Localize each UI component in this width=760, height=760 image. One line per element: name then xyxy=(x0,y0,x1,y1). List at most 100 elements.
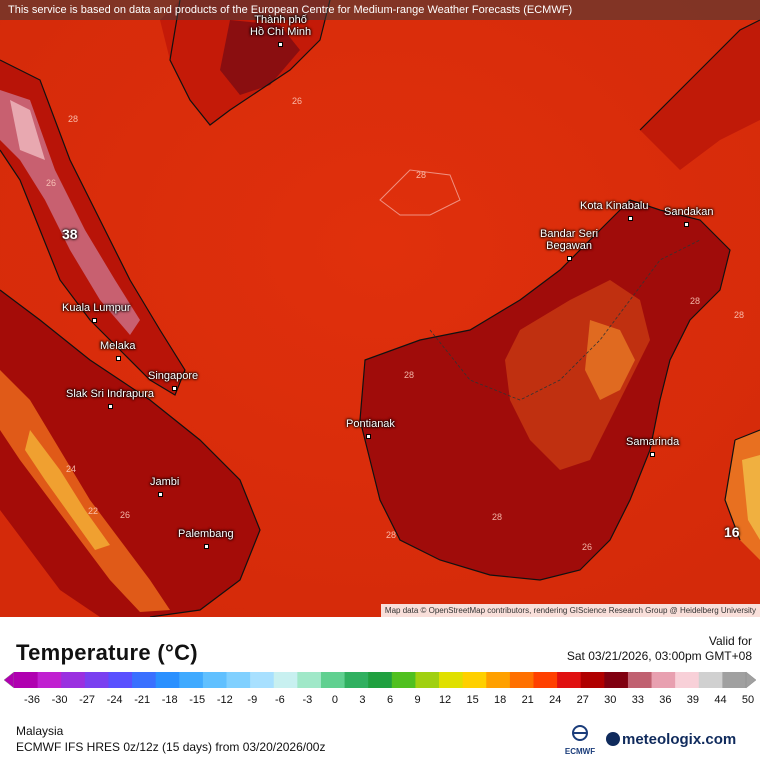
city-samarinda[interactable]: Samarinda xyxy=(626,436,679,460)
city-melaka[interactable]: Melaka xyxy=(100,340,135,364)
scale-tick-label: 21 xyxy=(521,694,534,706)
scale-tick-label: 50 xyxy=(741,694,755,706)
scale-arrow-left xyxy=(3,671,15,689)
region-name: Malaysia xyxy=(16,724,64,738)
scale-tick-label: -30 xyxy=(51,694,68,706)
scale-segment xyxy=(132,672,157,688)
city-kota-kinabalu[interactable]: Kota Kinabalu xyxy=(580,200,649,224)
borders xyxy=(429,239,701,401)
model-info: ECMWF IFS HRES 0z/12z (15 days) from 03/… xyxy=(16,740,326,754)
isotherm-label: 28 xyxy=(690,296,701,306)
scale-arrow-right xyxy=(745,671,757,689)
isotherm-label: 28 xyxy=(404,370,415,380)
scale-segment xyxy=(179,672,204,688)
city-label-hcm-1: Thành phố xyxy=(254,14,307,26)
city-label: Jambi xyxy=(150,476,180,488)
city-slak-sri-indrapura[interactable]: Slak Sri Indrapura xyxy=(66,388,154,412)
scale-segment xyxy=(509,672,534,688)
isotherm-label: 28 xyxy=(734,310,745,320)
city-bandar-seri-begawan[interactable]: Bandar Seri Begawan xyxy=(540,228,598,264)
city-label-bsb-2: Begawan xyxy=(546,240,592,252)
scale-segment xyxy=(627,672,653,688)
isotherm-label: 26 xyxy=(120,510,131,520)
scale-segment xyxy=(533,672,558,688)
scale-tick-label: 18 xyxy=(494,694,507,706)
meteologix-logo[interactable]: meteologix.com xyxy=(606,731,736,748)
scale-segment xyxy=(580,672,605,688)
city-ho-chi-minh[interactable]: Thành phố Hồ Chí Minh xyxy=(250,14,311,50)
isotherm-label: 28 xyxy=(386,530,397,540)
scale-tick-label: 3 xyxy=(359,694,366,706)
scale-segment xyxy=(273,672,298,688)
city-marker-icon xyxy=(108,403,113,409)
scale-tick-label: -3 xyxy=(302,694,313,706)
city-label-hcm-2: Hồ Chí Minh xyxy=(250,26,312,38)
scale-tick-label: -21 xyxy=(134,694,151,706)
scale-segment xyxy=(557,672,582,688)
valid-label: Valid for xyxy=(708,634,752,648)
land-sumatra-cool xyxy=(25,430,110,550)
legend-panel xyxy=(0,617,760,760)
ecmwf-logo: ECMWF xyxy=(562,724,598,756)
city-marker-icon xyxy=(92,317,97,323)
scale-tick-label: 9 xyxy=(414,694,421,706)
land-mekong-hot xyxy=(220,20,300,95)
land-sulawesi-cool xyxy=(742,455,760,540)
isotherm-label: 26 xyxy=(582,542,593,552)
scale-tick-label: 39 xyxy=(686,694,700,706)
scale-segment xyxy=(61,672,86,688)
isotherm-label: 22 xyxy=(88,506,99,516)
city-marker-icon xyxy=(566,255,572,261)
max-temp-label: 38 xyxy=(62,226,78,242)
city-label: Singapore xyxy=(148,370,199,382)
isotherm-label: 24 xyxy=(66,464,77,474)
temperature-map[interactable]: This service is based on data and produc… xyxy=(0,0,760,617)
ecmwf-logo-text: ECMWF xyxy=(564,747,596,756)
city-marker-icon xyxy=(628,215,633,221)
scale-tick-label: 27 xyxy=(576,694,589,706)
scale-tick-label: -36 xyxy=(24,694,40,706)
scale-tick-label: -9 xyxy=(247,694,258,706)
map-canvas xyxy=(0,0,760,617)
isotherm-label: 26 xyxy=(46,178,57,188)
valid-time-block: Valid for Sat 03/21/2026, 03:00pm GMT+08 xyxy=(567,634,752,664)
city-jambi[interactable]: Jambi xyxy=(150,476,179,500)
city-label: Samarinda xyxy=(626,436,680,448)
scale-tick-label: 44 xyxy=(714,694,727,706)
meteologix-icon xyxy=(606,732,620,746)
city-pontianak[interactable]: Pontianak xyxy=(346,418,395,442)
isotherm-label: 26 xyxy=(292,96,303,106)
city-label: Sandakan xyxy=(664,206,714,218)
city-label: Pontianak xyxy=(346,418,395,430)
scale-segment xyxy=(391,672,416,688)
scale-segment xyxy=(675,672,700,688)
city-palembang[interactable]: Palembang xyxy=(178,528,234,552)
city-sandakan[interactable]: Sandakan xyxy=(664,206,714,230)
scale-tick-label: 12 xyxy=(438,694,452,706)
city-label-bsb-1: Bandar Seri xyxy=(540,228,599,240)
city-singapore[interactable]: Singapore xyxy=(148,370,198,394)
scale-tick-label: -27 xyxy=(79,694,96,706)
city-marker-icon xyxy=(278,41,284,47)
attribution-bottom[interactable]: Map data © OpenStreetMap contributors, r… xyxy=(380,604,760,617)
scale-segment xyxy=(37,672,62,688)
land-borneo-interior xyxy=(505,280,650,470)
scale-segment xyxy=(368,672,393,688)
scale-tick-label: 33 xyxy=(631,694,644,706)
city-label: Slak Sri Indrapura xyxy=(66,388,155,400)
scale-tick-label: 36 xyxy=(659,694,672,706)
scale-segment xyxy=(155,672,180,688)
scale-segment xyxy=(108,672,133,688)
scale-segment xyxy=(226,672,251,688)
scale-segment xyxy=(651,672,676,688)
min-temp-label: 16 xyxy=(724,524,740,540)
city-marker-icon xyxy=(158,491,163,497)
land-sumatra xyxy=(0,290,260,617)
scale-tick-label: 30 xyxy=(604,694,617,706)
city-marker-icon xyxy=(684,221,689,227)
scale-tick-label: 0 xyxy=(331,694,338,706)
city-kuala-lumpur[interactable]: Kuala Lumpur xyxy=(62,302,131,326)
scale-segment xyxy=(14,672,39,688)
land-peninsula-hottest xyxy=(10,100,45,160)
city-label: Kota Kinabalu xyxy=(580,200,649,212)
